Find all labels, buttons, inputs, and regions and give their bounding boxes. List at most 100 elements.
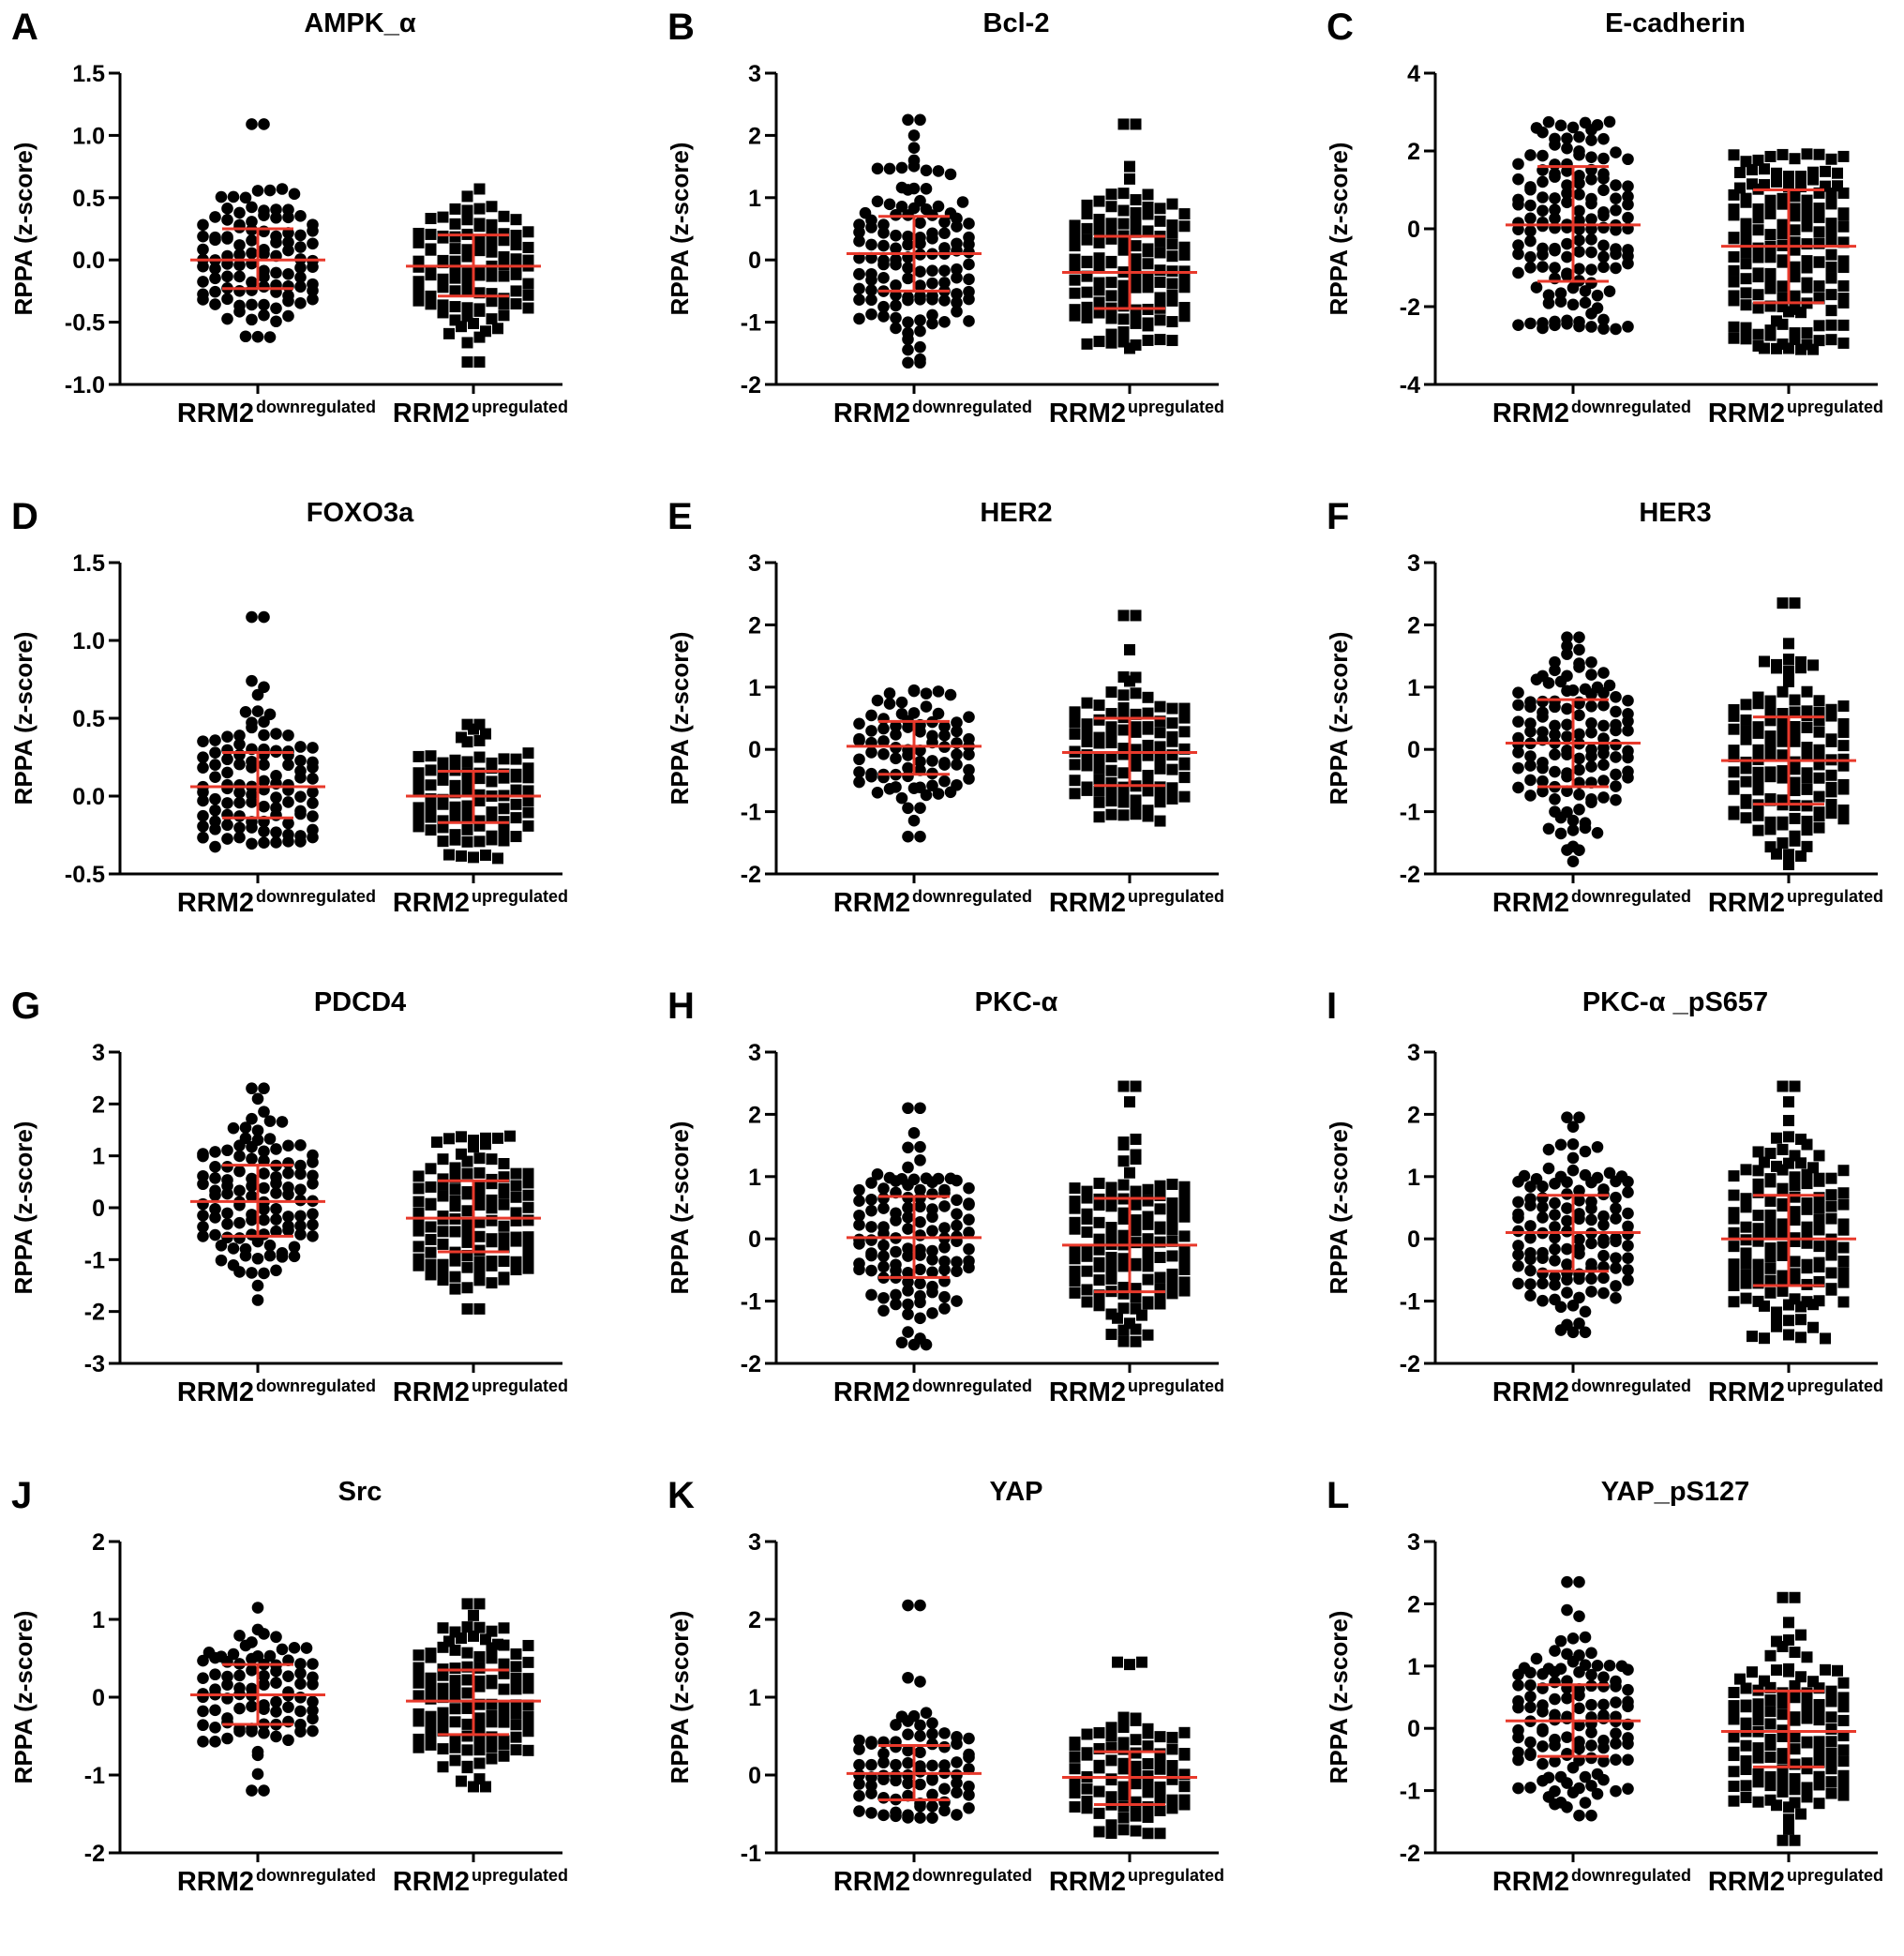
data-point [258, 298, 270, 311]
data-point [1154, 247, 1166, 259]
data-point [246, 821, 258, 834]
data-point [1561, 844, 1573, 856]
data-point [258, 1203, 270, 1215]
data-point [461, 190, 473, 203]
data-point [1178, 1798, 1191, 1811]
data-point [1752, 727, 1764, 739]
data-point [1093, 1177, 1105, 1189]
data-point [1142, 258, 1154, 270]
data-point [1130, 206, 1142, 218]
data-point [1069, 716, 1081, 729]
series-downregulated [197, 1082, 319, 1306]
data-point [425, 228, 437, 240]
data-point [1825, 1249, 1837, 1261]
data-point [1573, 1272, 1585, 1286]
error-bar [1062, 716, 1197, 788]
data-point [1166, 702, 1178, 715]
y-tick-label: 3 [1407, 1529, 1420, 1556]
data-point [1597, 1249, 1610, 1262]
data-point [1764, 695, 1777, 707]
data-point [1825, 1212, 1837, 1225]
data-point [1795, 1332, 1807, 1344]
data-point [902, 1298, 914, 1311]
data-point [1567, 281, 1580, 294]
data-point [1603, 285, 1616, 298]
data-point [461, 756, 473, 768]
data-point [1764, 329, 1777, 341]
data-point [1579, 1145, 1592, 1158]
data-point [1579, 296, 1592, 309]
data-point [1597, 1698, 1610, 1711]
data-point [461, 250, 473, 263]
data-point [926, 317, 938, 330]
data-point [951, 212, 963, 225]
data-point [1585, 669, 1597, 681]
data-point [926, 1211, 938, 1224]
data-point [865, 1738, 877, 1751]
data-point [1764, 739, 1777, 751]
x-category-label: RRM2 [1708, 399, 1785, 429]
data-point [1124, 675, 1135, 687]
data-point [951, 1219, 963, 1232]
data-point [1093, 213, 1105, 225]
data-point [233, 270, 246, 283]
data-point [1117, 1812, 1130, 1824]
data-point [209, 272, 221, 285]
data-point [1081, 1749, 1093, 1761]
data-point [1752, 328, 1764, 340]
data-point [1561, 165, 1573, 177]
data-point [449, 262, 461, 274]
data-point [1093, 296, 1105, 308]
data-point [890, 258, 902, 271]
data-point [1549, 139, 1561, 151]
x-category-label: RRM2 [177, 399, 254, 429]
data-point [1825, 188, 1837, 200]
data-point [1105, 1252, 1117, 1264]
y-axis-label: RPPA (z-score) [1325, 1121, 1353, 1295]
data-point [1117, 1722, 1130, 1734]
data-point [233, 206, 246, 219]
data-point [938, 216, 951, 229]
data-point [221, 270, 233, 283]
data-point [1117, 701, 1130, 714]
data-point [1728, 149, 1740, 161]
x-category-label: RRM2 [1049, 399, 1126, 429]
data-point [522, 241, 534, 253]
data-point [1777, 837, 1789, 850]
data-point [263, 331, 277, 343]
data-point [914, 324, 926, 338]
data-point [938, 1241, 951, 1254]
y-tick-label: -1 [1400, 1779, 1420, 1805]
data-point [294, 754, 307, 767]
data-point [251, 330, 264, 343]
data-point [209, 734, 221, 746]
data-point [926, 233, 938, 245]
data-point [221, 1187, 233, 1200]
data-point [1567, 1761, 1580, 1774]
data-point [902, 293, 914, 307]
data-point [233, 239, 246, 251]
data-point [877, 1791, 890, 1804]
data-point [282, 1166, 294, 1180]
data-point [1567, 1164, 1580, 1177]
y-tick-label: 3 [748, 1529, 761, 1556]
data-point [294, 1228, 307, 1241]
data-point [233, 786, 246, 799]
data-point [890, 752, 902, 765]
data-point [1783, 859, 1794, 871]
data-point [1579, 1631, 1592, 1644]
data-point [473, 356, 486, 369]
data-point [1837, 1692, 1850, 1704]
data-point [1117, 1324, 1130, 1336]
data-point [1764, 1242, 1777, 1255]
data-point [449, 231, 461, 243]
data-point [1117, 1824, 1130, 1836]
data-point [307, 284, 319, 297]
data-point [902, 1308, 914, 1320]
data-point [1610, 248, 1622, 261]
data-point [944, 688, 957, 701]
data-point [1573, 1184, 1585, 1197]
data-point [914, 113, 926, 127]
data-point [1597, 775, 1610, 787]
data-point [890, 279, 902, 292]
